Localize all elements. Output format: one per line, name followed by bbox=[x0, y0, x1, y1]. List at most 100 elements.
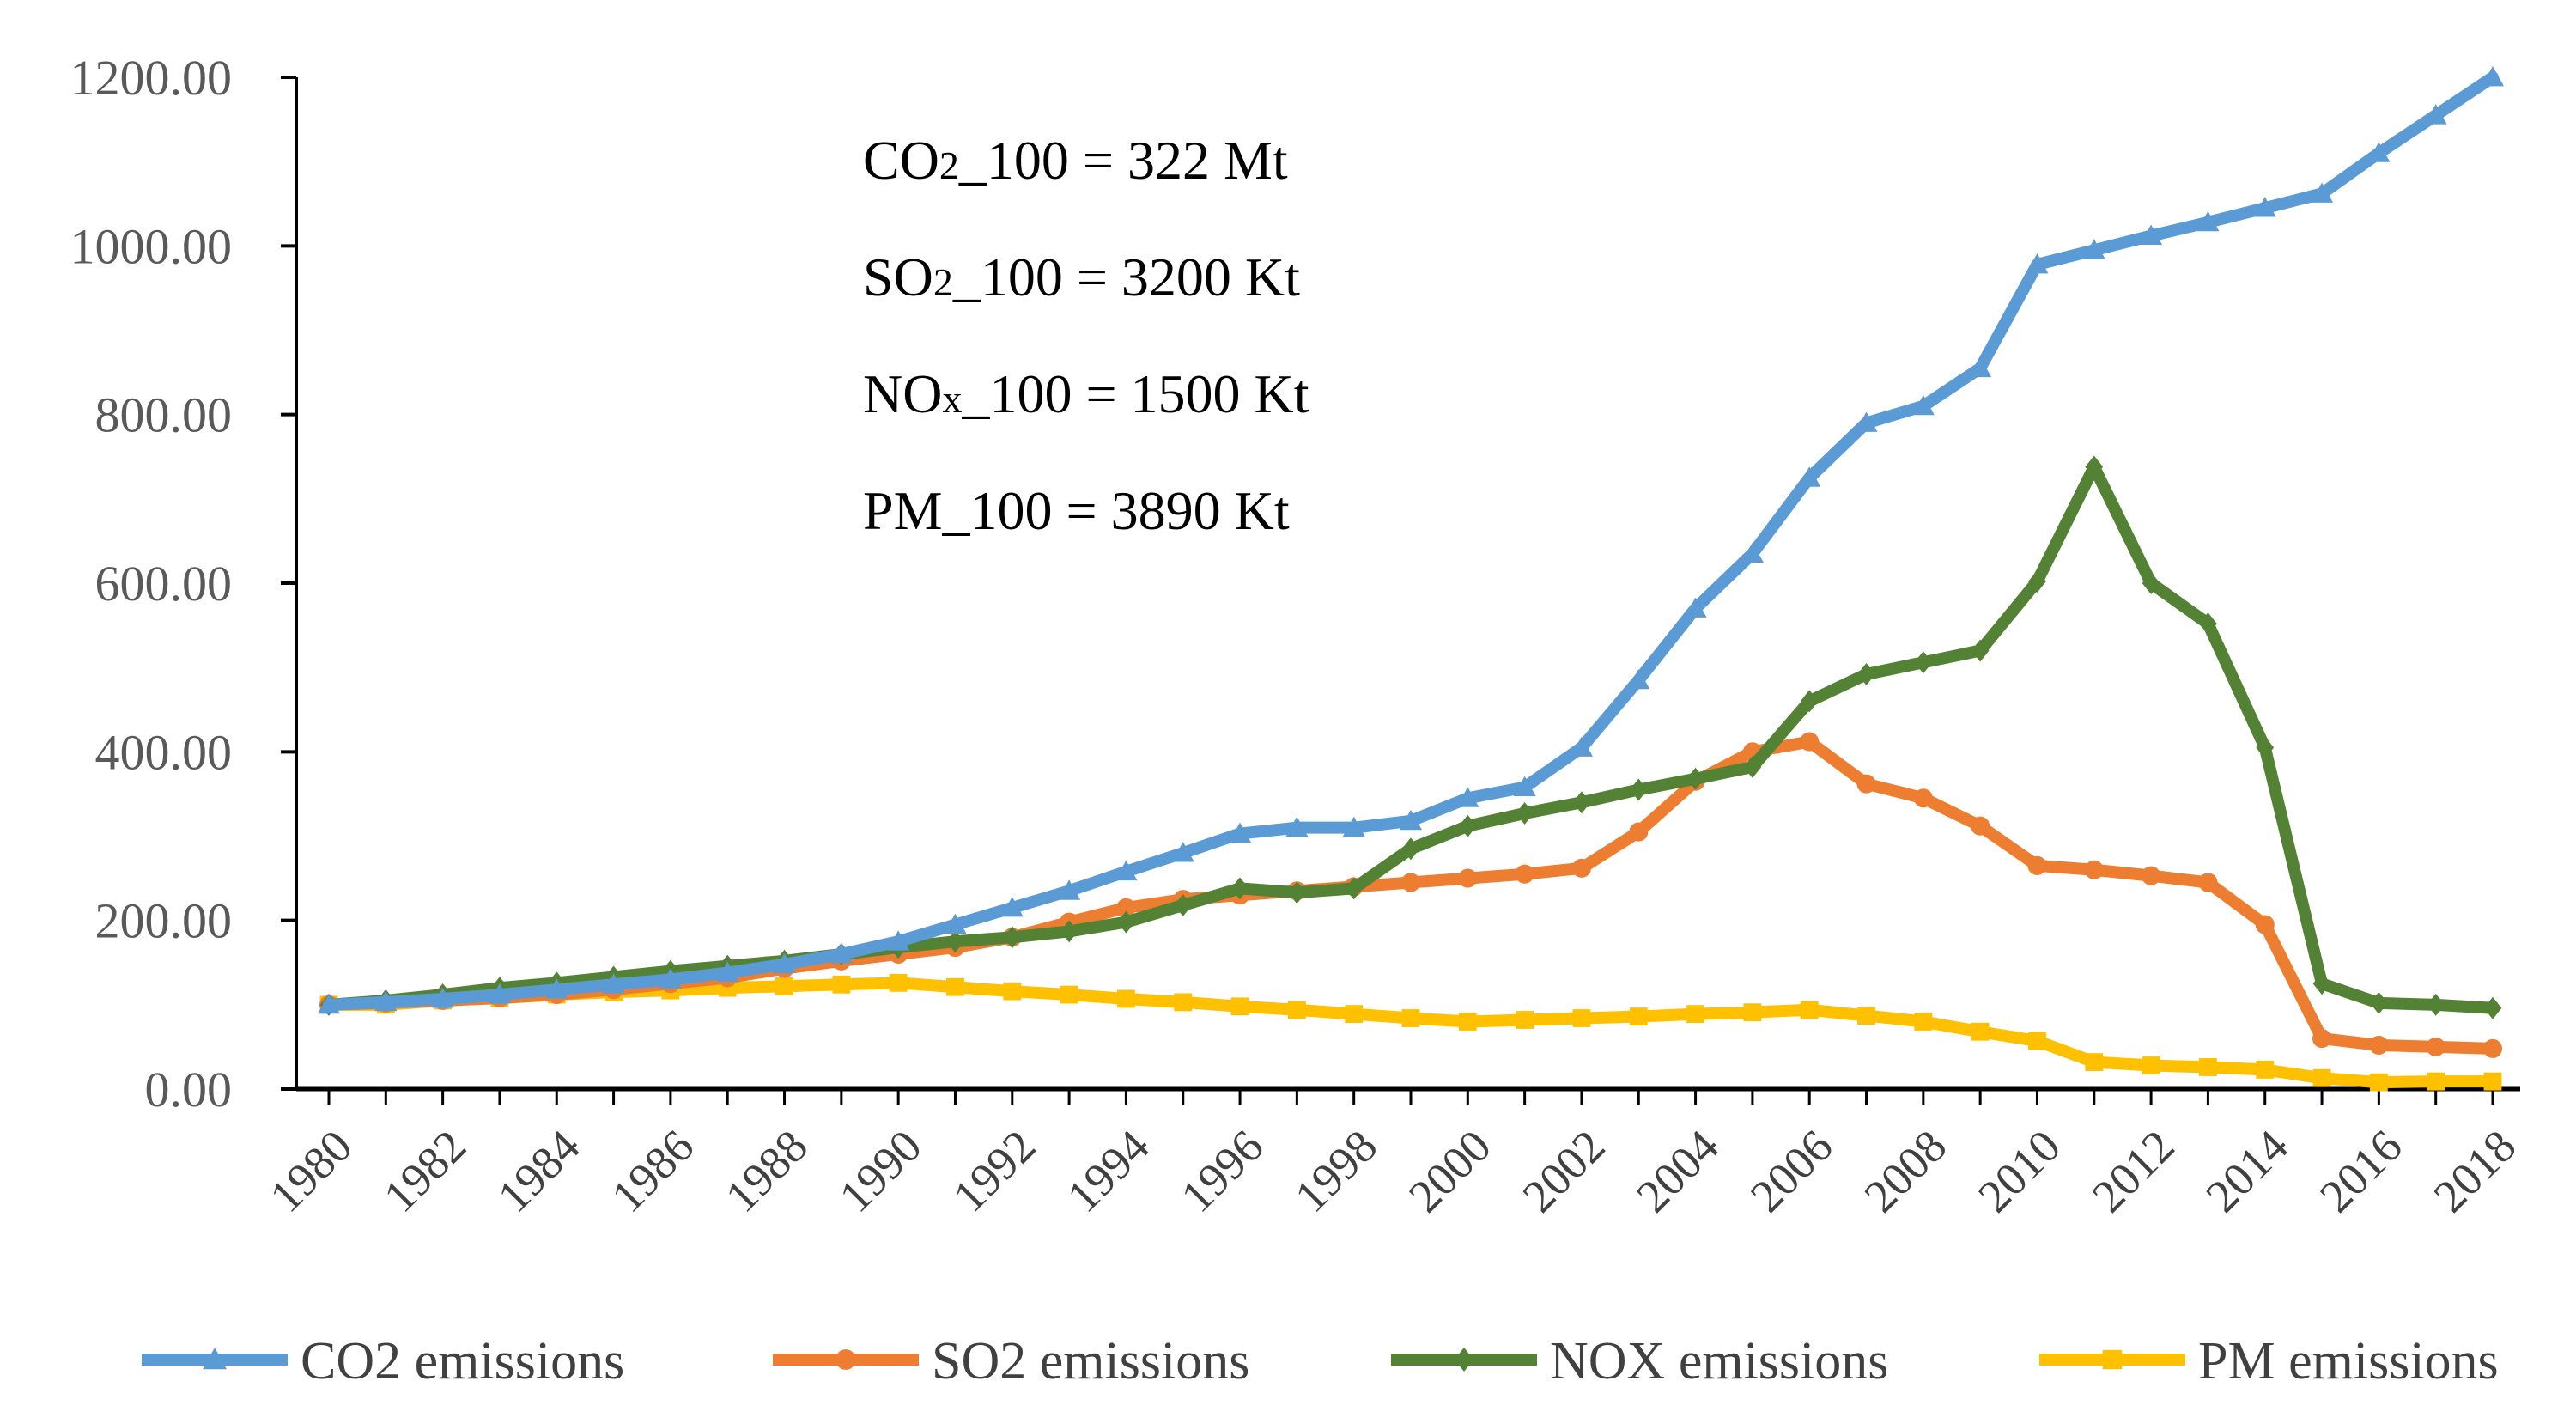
nox-emissions-point bbox=[2256, 736, 2275, 759]
legend-item-co2-emissions: CO2 emissions bbox=[142, 1332, 624, 1391]
pm-emissions-point bbox=[1743, 1003, 1762, 1022]
nox-emissions-point bbox=[1458, 814, 1477, 837]
pm-emissions-point bbox=[2369, 1073, 2388, 1092]
annotations: CO2_100 = 322 Mt SO2_100 = 3200 Kt NOx_100… bbox=[863, 130, 1309, 541]
pm-emissions-point bbox=[2085, 1053, 2104, 1071]
nox-emissions-point bbox=[1629, 778, 1648, 801]
pm-emissions-point bbox=[1174, 993, 1193, 1012]
so2-emissions-point bbox=[2198, 873, 2218, 892]
co2-emissions-point bbox=[2482, 66, 2504, 87]
co2-emissions-point bbox=[1229, 822, 1252, 843]
nox-emissions-point bbox=[946, 930, 964, 953]
nox-emissions-point bbox=[2199, 612, 2217, 636]
y-tick-label: 600.00 bbox=[95, 556, 233, 612]
co2-emissions-point bbox=[1798, 466, 1821, 487]
co2-emissions-point bbox=[1513, 776, 1536, 796]
nox-emissions-point bbox=[1174, 893, 1193, 916]
so2-emissions-point bbox=[2369, 1035, 2389, 1056]
x-tick-label: 2010 bbox=[1968, 1120, 2070, 1222]
pm-emissions-point bbox=[1003, 982, 1022, 1001]
legend-item-so2-emissions: SO2 emissions bbox=[773, 1332, 1249, 1391]
co2-emissions-point bbox=[1627, 668, 1650, 690]
co2-emissions-point bbox=[1741, 542, 1764, 563]
so2-emissions-point bbox=[2084, 860, 2104, 879]
y-tick-label: 1000.00 bbox=[70, 218, 233, 274]
series-so2-emissions bbox=[319, 732, 2503, 1058]
co2-emissions-point bbox=[2311, 182, 2334, 203]
pm-emissions-point bbox=[1458, 1013, 1477, 1031]
x-tick-label: 1992 bbox=[943, 1120, 1045, 1222]
co2-emissions-point bbox=[1969, 356, 1992, 378]
baseline-annotation: PM_100 = 3890 Kt bbox=[863, 480, 1290, 541]
co2-emissions-point bbox=[829, 942, 853, 964]
so2-emissions-point bbox=[1400, 873, 1421, 892]
pm-emissions-point bbox=[2483, 1072, 2502, 1091]
pm-emissions-point bbox=[832, 975, 851, 994]
pm-emissions-point bbox=[2028, 1032, 2046, 1050]
y-axis-ticks: 0.00 200.00 400.00 600.00 800.00 1000.00 1200.… bbox=[70, 50, 296, 1117]
x-tick-label: 2002 bbox=[1513, 1120, 1615, 1222]
nox-emissions-point bbox=[1686, 767, 1704, 790]
x-tick-label: 1994 bbox=[1057, 1120, 1159, 1222]
co2-emissions-line bbox=[323, 71, 2499, 1011]
co2-emissions-point bbox=[318, 993, 340, 1014]
x-tick-label: 2012 bbox=[2082, 1120, 2184, 1222]
co2-emissions-point bbox=[2196, 210, 2220, 232]
y-tick-label: 0.00 bbox=[145, 1062, 233, 1117]
nox-emissions-point bbox=[1914, 651, 1933, 674]
pm-emissions-point bbox=[1686, 1005, 1704, 1024]
nox-emissions-point bbox=[2085, 455, 2104, 478]
x-tick-label: 1986 bbox=[602, 1120, 704, 1222]
co2-emissions-point bbox=[2026, 253, 2049, 274]
pm-emissions-point bbox=[1914, 1013, 1933, 1031]
nox-emissions-point bbox=[2427, 993, 2445, 1016]
co2-emissions-point bbox=[2253, 197, 2276, 217]
pm-emissions-point bbox=[1230, 997, 1249, 1016]
legend-item-pm-emissions: PM emissions bbox=[2039, 1332, 2499, 1391]
so2-emissions-point bbox=[1971, 816, 1990, 836]
pm-emissions-point bbox=[2427, 1072, 2445, 1091]
pm-emissions-point bbox=[2312, 1068, 2331, 1087]
nox-emissions-point bbox=[1345, 877, 1364, 900]
pm-emissions-point bbox=[1971, 1022, 1990, 1041]
x-tick-label: 1982 bbox=[374, 1120, 476, 1222]
co2-emissions-point bbox=[1115, 860, 1138, 881]
nox-emissions-point bbox=[1003, 926, 1022, 949]
co2-emissions-point bbox=[773, 952, 796, 974]
series-layer bbox=[318, 66, 2504, 1092]
x-tick-label: 1998 bbox=[1285, 1120, 1387, 1222]
nox-emissions-point bbox=[2312, 972, 2331, 995]
pm-emissions-point bbox=[1857, 1007, 1875, 1025]
co2-emissions-point bbox=[1456, 787, 1479, 807]
co2-emissions-point bbox=[1000, 896, 1024, 917]
co2-emissions-point bbox=[1400, 809, 1422, 831]
nox-emissions-line bbox=[323, 460, 2499, 1014]
so2-emissions-point bbox=[1856, 774, 1876, 794]
co2-emissions-point bbox=[2367, 142, 2391, 162]
so2-emissions-point bbox=[1913, 788, 1933, 808]
nox-emissions-point bbox=[1857, 663, 1875, 686]
nox-emissions-point bbox=[1572, 791, 1591, 814]
co2-emissions-point bbox=[545, 978, 568, 999]
nox-emissions-point bbox=[1800, 690, 1819, 713]
x-tick-label: 1990 bbox=[829, 1120, 932, 1222]
so2-emissions-point bbox=[2255, 915, 2275, 934]
co2-emissions-point bbox=[1171, 842, 1194, 862]
co2-emissions-point bbox=[602, 973, 625, 994]
x-tick-label: 2018 bbox=[2424, 1120, 2526, 1222]
pm-emissions-point bbox=[1345, 1005, 1364, 1024]
pm-emissions-point bbox=[1800, 1001, 1819, 1019]
pm-emissions-point bbox=[2142, 1056, 2160, 1074]
co2-emissions-point bbox=[2140, 224, 2163, 245]
co2-emissions-point bbox=[1285, 816, 1309, 837]
nox-emissions-point bbox=[1230, 877, 1249, 900]
co2-emissions-point bbox=[2082, 239, 2105, 259]
y-tick-label: 400.00 bbox=[95, 724, 233, 780]
x-axis-ticks: 1980 1982 1984 1986 1988 1990 1992 1994 1996 1998… bbox=[260, 1089, 2526, 1222]
pm-emissions-point bbox=[1117, 989, 1135, 1008]
x-tick-label: 1988 bbox=[715, 1120, 817, 1222]
co2-emissions-point bbox=[1684, 597, 1707, 618]
co2-emissions-point bbox=[1911, 394, 1935, 416]
so2-emissions-point bbox=[2426, 1037, 2445, 1056]
